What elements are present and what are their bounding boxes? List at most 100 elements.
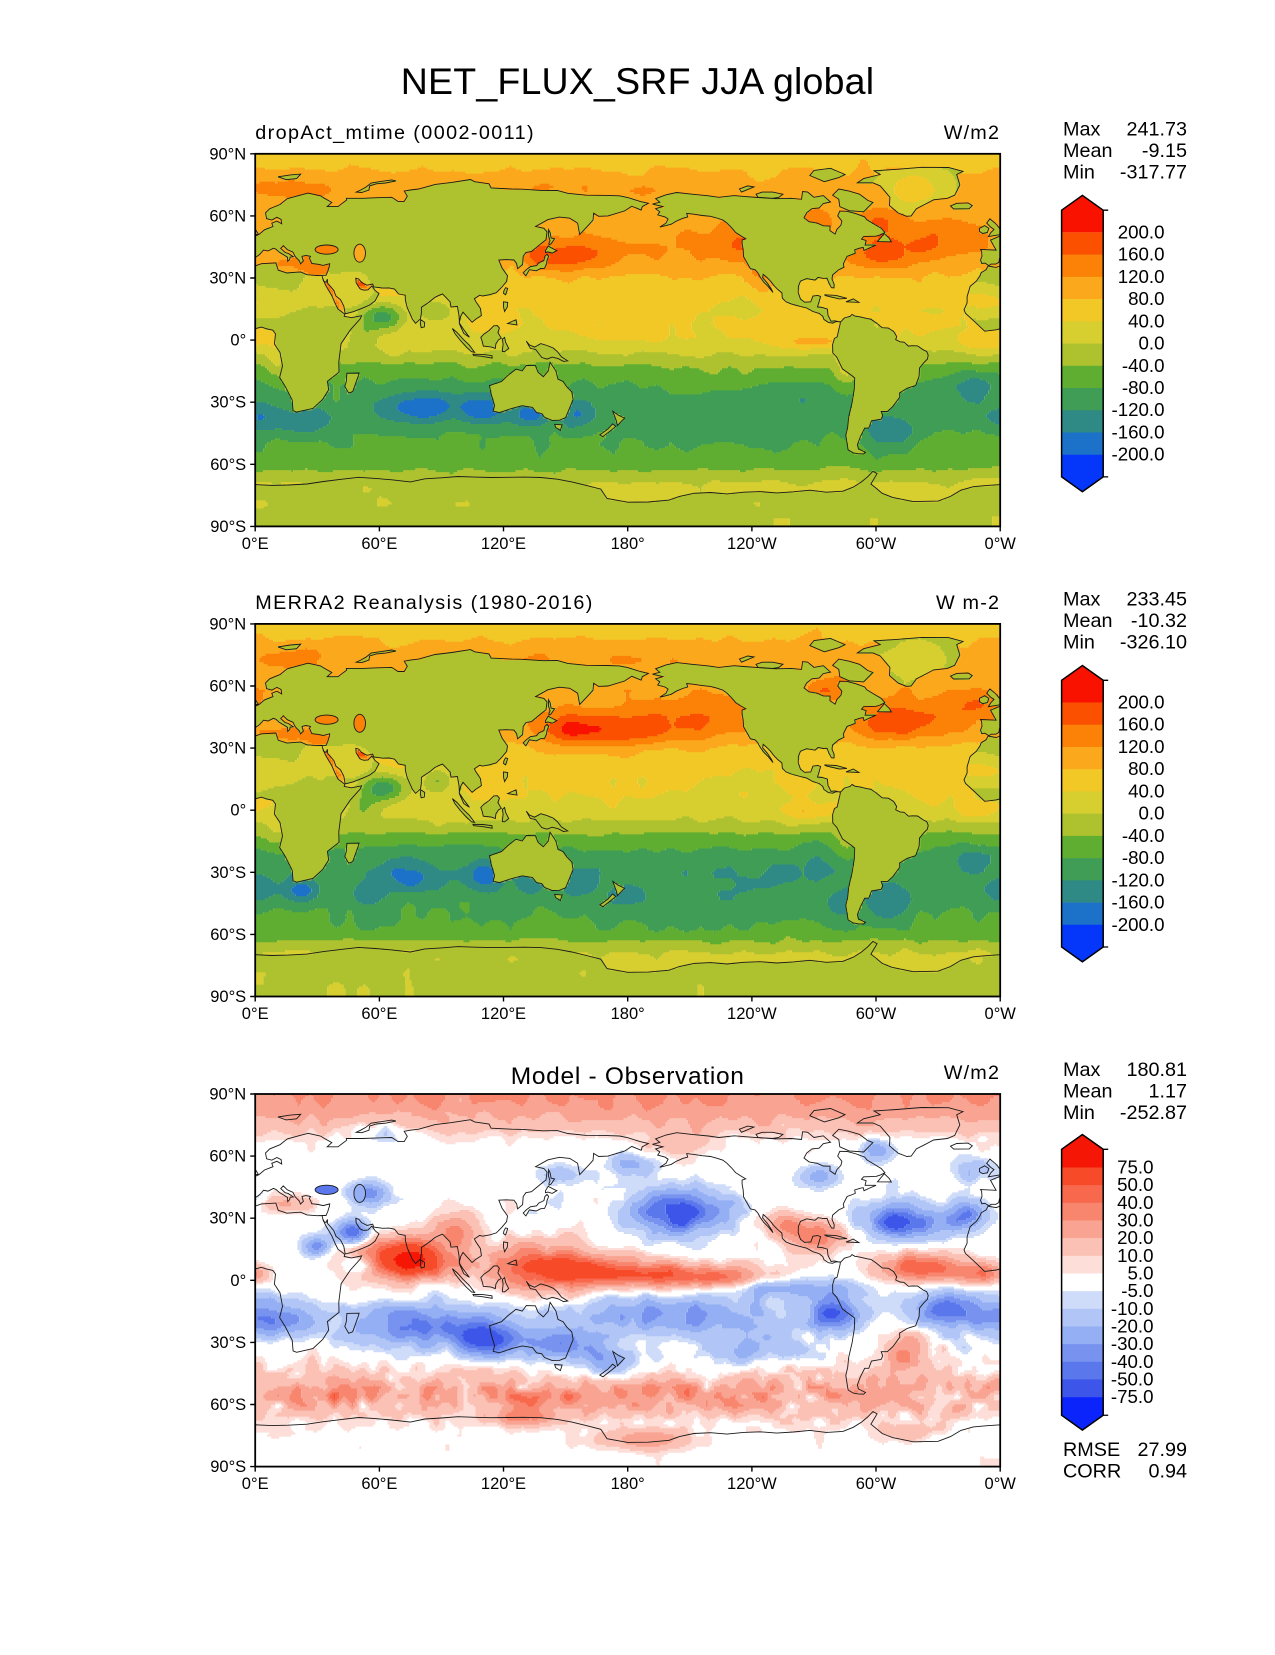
svg-text:180.81: 180.81 — [1126, 1059, 1187, 1081]
svg-text:75.0: 75.0 — [1117, 1157, 1153, 1178]
svg-text:5.0: 5.0 — [1128, 1263, 1154, 1284]
svg-text:0°W: 0°W — [985, 1475, 1017, 1493]
svg-text:27.99: 27.99 — [1137, 1439, 1187, 1461]
svg-text:200.0: 200.0 — [1118, 221, 1165, 242]
svg-text:30.0: 30.0 — [1117, 1210, 1153, 1231]
svg-text:-200.0: -200.0 — [1112, 444, 1165, 465]
svg-text:180°: 180° — [611, 1475, 645, 1493]
svg-text:0°W: 0°W — [985, 1005, 1017, 1023]
svg-text:60°N: 60°N — [209, 678, 246, 696]
svg-text:W/m2: W/m2 — [944, 1062, 1000, 1084]
svg-text:90°S: 90°S — [210, 1458, 246, 1476]
svg-text:30°N: 30°N — [209, 740, 246, 758]
svg-text:90°N: 90°N — [209, 615, 246, 633]
svg-text:-9.15: -9.15 — [1142, 140, 1187, 162]
svg-text:Model - Observation: Model - Observation — [511, 1063, 745, 1090]
svg-text:60°W: 60°W — [856, 1475, 897, 1493]
svg-text:30°S: 30°S — [210, 394, 246, 412]
svg-text:Max: Max — [1063, 589, 1100, 611]
svg-text:60°S: 60°S — [210, 1396, 246, 1414]
svg-text:60°W: 60°W — [856, 1005, 897, 1023]
svg-text:0.0: 0.0 — [1139, 803, 1165, 824]
svg-text:-120.0: -120.0 — [1112, 869, 1165, 890]
svg-text:-5.0: -5.0 — [1121, 1280, 1153, 1301]
svg-text:-50.0: -50.0 — [1111, 1368, 1154, 1389]
svg-text:40.0: 40.0 — [1128, 310, 1164, 331]
svg-text:90°N: 90°N — [209, 1086, 246, 1104]
svg-text:-120.0: -120.0 — [1112, 399, 1165, 420]
svg-text:40.0: 40.0 — [1128, 780, 1164, 801]
svg-text:Min: Min — [1063, 162, 1095, 184]
svg-text:CORR: CORR — [1063, 1461, 1121, 1483]
svg-text:-80.0: -80.0 — [1122, 847, 1165, 868]
svg-text:-40.0: -40.0 — [1122, 355, 1165, 376]
svg-text:60°E: 60°E — [361, 535, 397, 553]
svg-text:-200.0: -200.0 — [1112, 914, 1165, 935]
svg-text:0°E: 0°E — [242, 1475, 269, 1493]
svg-text:60°E: 60°E — [361, 1005, 397, 1023]
svg-text:180°: 180° — [611, 1005, 645, 1023]
svg-text:120°W: 120°W — [727, 1005, 777, 1023]
svg-text:200.0: 200.0 — [1118, 692, 1165, 713]
svg-text:10.0: 10.0 — [1117, 1245, 1153, 1266]
svg-text:-160.0: -160.0 — [1112, 422, 1165, 443]
svg-text:30°N: 30°N — [209, 1210, 246, 1228]
svg-text:Mean: Mean — [1063, 140, 1112, 162]
svg-text:40.0: 40.0 — [1117, 1192, 1153, 1213]
svg-text:60°W: 60°W — [856, 535, 897, 553]
svg-text:Mean: Mean — [1063, 610, 1112, 632]
svg-text:120°E: 120°E — [481, 1005, 526, 1023]
svg-text:0°E: 0°E — [242, 1005, 269, 1023]
svg-text:90°S: 90°S — [210, 988, 246, 1006]
svg-text:MERRA2 Reanalysis (1980-2016): MERRA2 Reanalysis (1980-2016) — [255, 592, 594, 614]
svg-text:NET_FLUX_SRF JJA global: NET_FLUX_SRF JJA global — [401, 60, 875, 102]
svg-text:-40.0: -40.0 — [1122, 825, 1165, 846]
svg-text:Max: Max — [1063, 119, 1100, 141]
svg-text:120°W: 120°W — [727, 535, 777, 553]
svg-text:160.0: 160.0 — [1118, 244, 1165, 265]
svg-text:-30.0: -30.0 — [1111, 1333, 1154, 1354]
svg-text:30°S: 30°S — [210, 864, 246, 882]
svg-text:Mean: Mean — [1063, 1080, 1112, 1102]
svg-text:W m-2: W m-2 — [936, 592, 1000, 614]
svg-text:120°E: 120°E — [481, 535, 526, 553]
svg-text:-10.0: -10.0 — [1111, 1298, 1154, 1319]
svg-text:0°E: 0°E — [242, 535, 269, 553]
svg-text:-40.0: -40.0 — [1111, 1351, 1154, 1372]
svg-text:-10.32: -10.32 — [1131, 610, 1187, 632]
svg-text:241.73: 241.73 — [1126, 119, 1187, 141]
svg-text:233.45: 233.45 — [1126, 589, 1187, 611]
svg-text:90°S: 90°S — [210, 518, 246, 536]
svg-text:-326.10: -326.10 — [1120, 632, 1187, 654]
svg-text:0°W: 0°W — [985, 535, 1017, 553]
svg-text:60°S: 60°S — [210, 456, 246, 474]
svg-text:120.0: 120.0 — [1118, 736, 1165, 757]
svg-text:-80.0: -80.0 — [1122, 377, 1165, 398]
svg-text:-75.0: -75.0 — [1111, 1386, 1154, 1407]
svg-text:Min: Min — [1063, 1102, 1095, 1124]
svg-text:60°N: 60°N — [209, 207, 246, 225]
svg-text:60°N: 60°N — [209, 1148, 246, 1166]
svg-text:-252.87: -252.87 — [1120, 1102, 1187, 1124]
svg-text:-160.0: -160.0 — [1112, 892, 1165, 913]
svg-text:120°W: 120°W — [727, 1475, 777, 1493]
svg-text:20.0: 20.0 — [1117, 1227, 1153, 1248]
svg-text:1.17: 1.17 — [1148, 1080, 1187, 1102]
svg-text:30°S: 30°S — [210, 1334, 246, 1352]
svg-text:RMSE: RMSE — [1063, 1439, 1120, 1461]
svg-text:50.0: 50.0 — [1117, 1174, 1153, 1195]
svg-text:60°S: 60°S — [210, 926, 246, 944]
svg-text:0°: 0° — [230, 802, 246, 820]
svg-text:Max: Max — [1063, 1059, 1100, 1081]
svg-text:120°E: 120°E — [481, 1475, 526, 1493]
svg-text:60°E: 60°E — [361, 1475, 397, 1493]
svg-text:0°: 0° — [230, 332, 246, 350]
svg-text:80.0: 80.0 — [1128, 288, 1164, 309]
svg-text:160.0: 160.0 — [1118, 714, 1165, 735]
svg-text:-317.77: -317.77 — [1120, 162, 1187, 184]
svg-text:Min: Min — [1063, 632, 1095, 654]
svg-text:180°: 180° — [611, 535, 645, 553]
svg-text:30°N: 30°N — [209, 270, 246, 288]
svg-text:90°N: 90°N — [209, 145, 246, 163]
svg-text:W/m2: W/m2 — [944, 122, 1000, 144]
